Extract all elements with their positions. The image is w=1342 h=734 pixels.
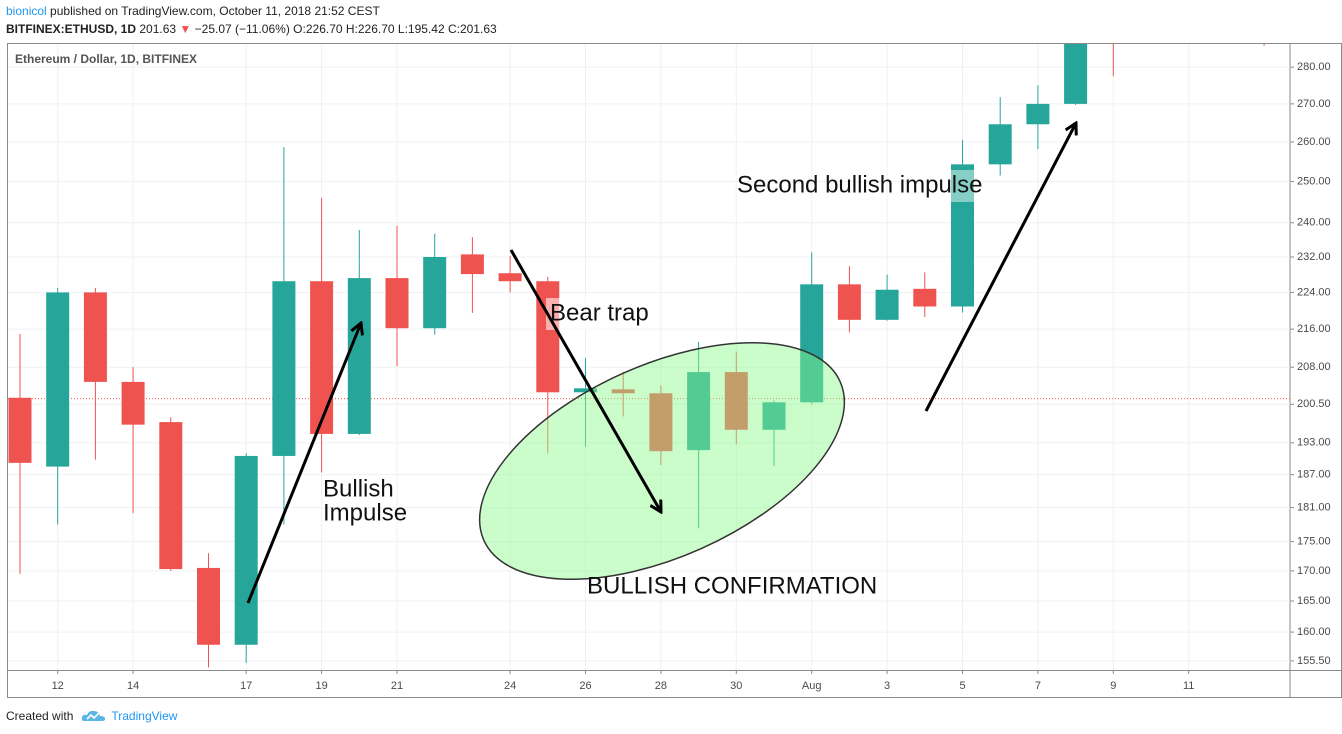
y-tick-label: 232.00 [1297,251,1331,263]
candle-body [460,254,484,275]
y-tick-label: 200.50 [1297,398,1331,410]
y-tick-label: 170.00 [1297,565,1331,577]
x-tick-label: 7 [1035,680,1041,692]
candle-body [574,388,597,393]
candle-body [1064,44,1088,104]
candle-body [913,288,937,307]
y-tick-label: 280.00 [1297,61,1331,73]
y-tick-label: 240.00 [1297,217,1331,229]
y-tick-label: 260.00 [1297,136,1331,148]
x-tick-label: Aug [802,680,822,692]
candle-body [800,284,824,403]
x-tick-label: 12 [52,680,64,692]
candle-body [1253,0,1276,14]
candle-body [649,393,673,452]
author[interactable]: bionicol [6,4,47,18]
arrow [509,249,661,512]
label-backdrop [546,298,616,330]
annotation: BULLISH CONFIRMATION [587,572,877,599]
y-tick-label: 250.00 [1297,175,1331,187]
y-tick-label: 216.00 [1297,323,1331,335]
candle-body [1026,103,1050,125]
candle-body [498,273,522,282]
arrow [924,123,1076,412]
candle-body [310,281,334,434]
candle-body [1102,0,1125,39]
footer: Created with TradingView [6,708,177,724]
y-tick-label: 208.00 [1297,361,1331,373]
created-with: Created with [6,709,74,723]
x-tick-label: 21 [391,680,403,692]
logo [82,710,106,721]
y-tick-label: 160.00 [1297,626,1331,638]
confirmation-ellipse [478,342,846,580]
candle-body [611,389,635,394]
candle-body [8,397,32,463]
chart-title: Ethereum / Dollar, 1D, BITFINEX [15,52,197,66]
candle-body [951,164,974,307]
x-tick-label: 14 [127,680,139,692]
x-tick-label: 28 [655,680,667,692]
candle-body [385,278,409,329]
published: published on TradingView.com, October 11… [50,4,380,18]
brand[interactable]: TradingView [111,709,178,723]
candle-body [837,284,861,320]
y-tick-label: 155.50 [1297,655,1331,667]
x-tick-label: 19 [315,680,327,692]
change-arrow: ▼ [179,22,192,36]
y-tick-label: 165.00 [1297,595,1331,607]
x-tick-label: 26 [579,680,591,692]
x-tick-label: 24 [504,680,516,692]
y-tick-label: 187.00 [1297,469,1331,481]
candle-body [234,455,258,645]
candle-body [159,422,183,570]
y-tick-label: 224.00 [1297,286,1331,298]
candle-body [347,278,371,434]
candle-body [272,281,296,456]
y-tick-label: 175.00 [1297,536,1331,548]
candle-body [875,289,899,320]
candle-body [46,292,70,467]
x-tick-label: 9 [1110,680,1116,692]
symbol: BITFINEX:ETHUSD, 1D [6,22,137,36]
y-tick-label: 181.00 [1297,501,1331,513]
annotation: Second bullish impulse [737,171,982,198]
ohlc: O:226.70 H:226.70 L:195.42 C:201.63 [293,22,497,36]
candle-body [197,567,220,645]
last-price: 201.63 [139,22,177,36]
annotation: Bear trap [550,299,649,326]
candle-body [423,256,447,329]
symbol-line: BITFINEX:ETHUSD, 1D 201.63 ▼ −25.07 (−11… [6,22,497,36]
x-tick-label: 5 [959,680,965,692]
arrow [246,323,361,604]
y-tick-label: 270.00 [1297,98,1331,110]
label-backdrop [950,170,974,202]
candle-body [121,381,145,425]
candle-body [83,292,107,382]
annotation: Bullish [323,475,394,502]
candle-body [687,372,711,451]
candle-body [724,372,748,430]
annotation: Impulse [323,499,407,526]
x-tick-label: 11 [1183,680,1194,692]
candle-body [988,124,1012,165]
change: −25.07 (−11.06%) [194,22,290,36]
publish-line: bionicol published on TradingView.com, O… [6,4,380,18]
x-tick-label: 3 [884,680,890,692]
y-tick-label: 193.00 [1297,437,1331,449]
candle-body [762,402,786,430]
x-tick-label: 17 [240,680,252,692]
x-tick-label: 30 [730,680,742,692]
